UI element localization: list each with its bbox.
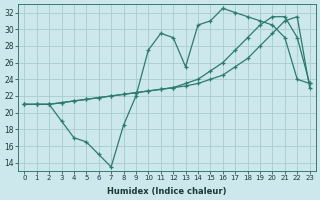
X-axis label: Humidex (Indice chaleur): Humidex (Indice chaleur) [107,187,227,196]
